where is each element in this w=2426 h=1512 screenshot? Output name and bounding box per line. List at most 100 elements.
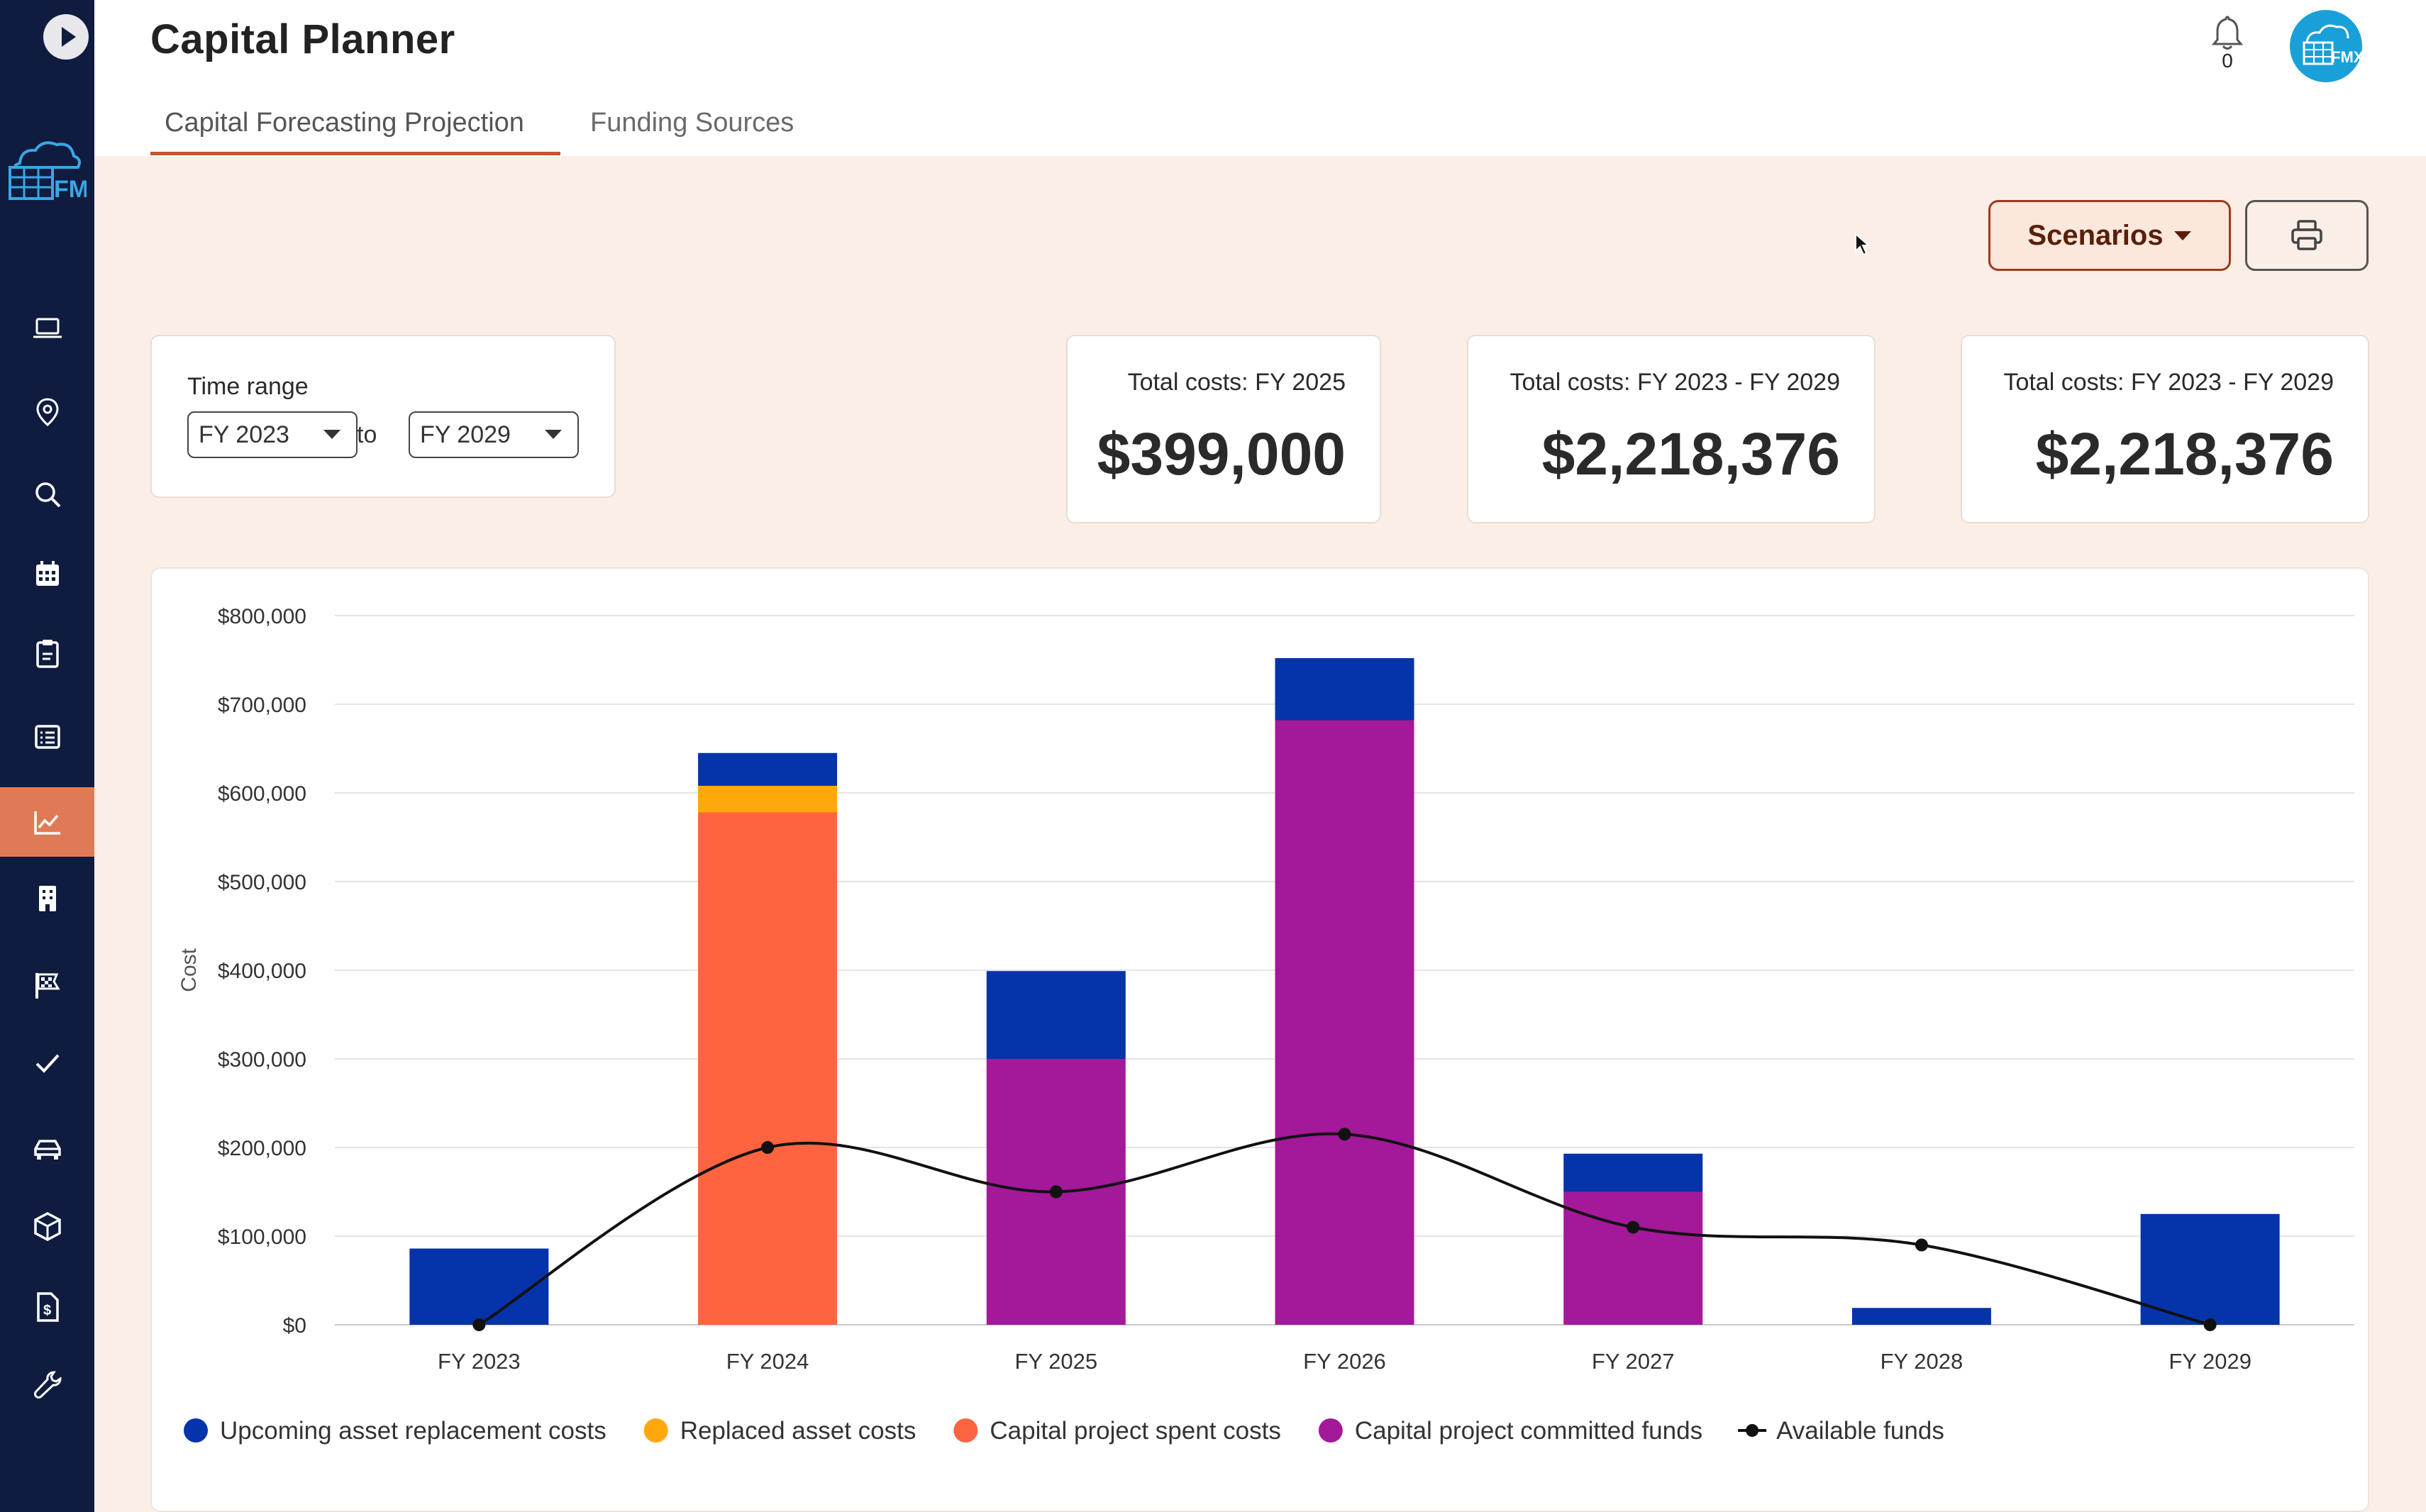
- sidebar-item-laptop[interactable]: [0, 294, 94, 363]
- available-funds-point: [472, 1318, 486, 1331]
- mouse-cursor: [1854, 232, 1871, 257]
- y-tick-label: $0: [283, 1314, 306, 1338]
- time-range-to-word: to: [357, 421, 377, 448]
- y-tick-label: $800,000: [218, 605, 306, 628]
- available-funds-point: [1049, 1185, 1063, 1199]
- x-tick-label: FY 2026: [1303, 1349, 1386, 1374]
- kpi-label: Total costs: FY 2023 - FY 2029: [2003, 369, 2334, 396]
- legend-label: Capital project committed funds: [1355, 1417, 1702, 1445]
- x-tick-label: FY 2029: [2169, 1349, 2251, 1374]
- time-range-label: Time range: [187, 373, 309, 400]
- y-tick-label: $200,000: [218, 1137, 306, 1160]
- caret-down-icon: [2173, 231, 2191, 240]
- sidebar-item-checkered-flag[interactable]: [0, 950, 94, 1020]
- sidebar-item-search[interactable]: [0, 460, 94, 529]
- dollar-document-icon: $: [36, 1292, 59, 1322]
- available-funds-point: [1915, 1238, 1928, 1252]
- y-tick-label: $100,000: [218, 1225, 306, 1249]
- fmx-avatar-icon: FMX: [2303, 24, 2362, 66]
- svg-text:FMX: FMX: [2331, 48, 2362, 66]
- legend-label: Upcoming asset replacement costs: [220, 1417, 606, 1445]
- capital-forecast-chart-card: $0 $100,000 $200,000 $300,000 $400,000 $500,0…: [150, 567, 2369, 1512]
- x-tick-label: FY 2024: [726, 1349, 809, 1374]
- sidebar-item-car[interactable]: [0, 1115, 94, 1184]
- y-tick-label: $700,000: [218, 694, 306, 717]
- box-icon: [33, 1212, 61, 1241]
- laptop-icon: [33, 318, 62, 338]
- bar-segment: [1563, 1191, 1703, 1325]
- sidebar-item-calendar[interactable]: [0, 539, 94, 608]
- calendar-icon: [35, 561, 59, 586]
- x-tick-label: FY 2025: [1014, 1349, 1097, 1374]
- y-tick-label: $300,000: [218, 1048, 306, 1072]
- bell-icon: [2211, 16, 2244, 50]
- tab-funding-sources[interactable]: Funding Sources: [590, 108, 794, 138]
- time-range-card: Time range FY 2023 to FY 2029: [150, 335, 616, 498]
- location-pin-icon: [35, 398, 59, 426]
- clipboard-icon: [35, 640, 59, 668]
- capital-forecast-chart: $0 $100,000 $200,000 $300,000 $400,000 $500,0…: [177, 605, 2354, 1445]
- legend-label: Replaced asset costs: [680, 1417, 916, 1445]
- time-range-to-select[interactable]: FY 2029: [409, 411, 579, 458]
- legend-marker: [643, 1418, 668, 1442]
- active-tab-indicator: [150, 152, 560, 155]
- notifications-button[interactable]: [2208, 14, 2247, 57]
- printer-icon: [2291, 220, 2322, 250]
- sidebar-item-building[interactable]: [0, 864, 94, 933]
- sidebar: FMX $: [0, 0, 105, 1512]
- y-axis-label: Cost: [177, 947, 201, 991]
- avatar[interactable]: FMX: [2290, 10, 2362, 82]
- y-tick-label: $400,000: [218, 960, 306, 983]
- car-icon: [33, 1140, 61, 1160]
- sidebar-item-check[interactable]: [0, 1028, 94, 1098]
- bar-segment: [698, 752, 838, 786]
- legend-marker: [953, 1418, 978, 1442]
- search-icon: [35, 482, 60, 508]
- available-funds-point: [1338, 1128, 1351, 1141]
- bar-segment: [1851, 1308, 1991, 1325]
- sidebar-item-clipboard[interactable]: [0, 618, 94, 688]
- kpi-value: $399,000: [1097, 421, 1346, 487]
- bar-segment: [409, 1248, 549, 1325]
- sidebar-item-dollar-document[interactable]: $: [0, 1272, 94, 1342]
- kpi-card-fy2025: Total costs: FY 2025 $399,000: [1066, 335, 1381, 523]
- time-range-from-value: FY 2023: [199, 421, 289, 448]
- sidebar-item-chart-line[interactable]: [0, 787, 94, 857]
- bar-segment: [698, 812, 838, 1325]
- wrench-icon: [33, 1371, 62, 1399]
- check-icon: [35, 1054, 59, 1073]
- chart-line-icon: [33, 811, 60, 835]
- x-tick-label: FY 2028: [1881, 1349, 1963, 1374]
- time-range-from-select[interactable]: FY 2023: [187, 411, 358, 458]
- svg-text:FMX: FMX: [54, 176, 87, 203]
- tab-capital-forecasting-projection[interactable]: Capital Forecasting Projection: [165, 108, 524, 138]
- kpi-card-range-total-2: Total costs: FY 2023 - FY 2029 $2,218,37…: [1961, 335, 2369, 523]
- kpi-card-range-total: Total costs: FY 2023 - FY 2029 $2,218,37…: [1467, 335, 1876, 523]
- legend-marker: [1746, 1424, 1759, 1437]
- bar-segment: [1563, 1153, 1703, 1192]
- scenarios-label: Scenarios: [2027, 219, 2164, 251]
- bar-segment: [1275, 720, 1414, 1325]
- list-icon: [34, 725, 60, 749]
- play-icon: [62, 27, 76, 47]
- sidebar-item-list[interactable]: [0, 702, 94, 772]
- sidebar-item-wrench[interactable]: [0, 1350, 94, 1420]
- legend-marker: [1318, 1418, 1343, 1442]
- chevron-down-icon: [545, 430, 562, 439]
- kpi-label: Total costs: FY 2023 - FY 2029: [1510, 369, 1840, 396]
- kpi-value: $2,218,376: [2035, 421, 2334, 487]
- kpi-value: $2,218,376: [1541, 421, 1840, 487]
- y-tick-label: $500,000: [218, 871, 306, 894]
- scenarios-button[interactable]: Scenarios: [1988, 200, 2231, 271]
- checkered-flag-icon: [35, 973, 60, 999]
- sidebar-item-location-pin[interactable]: [0, 377, 94, 447]
- bar-segment: [986, 971, 1126, 1059]
- page-title: Capital Planner: [150, 16, 455, 62]
- y-tick-label: $600,000: [218, 782, 306, 806]
- available-funds-point: [2203, 1318, 2217, 1331]
- sidebar-item-box[interactable]: [0, 1191, 94, 1261]
- print-button[interactable]: [2245, 200, 2369, 271]
- x-tick-label: FY 2027: [1592, 1349, 1675, 1374]
- collapse-sidebar-button[interactable]: [43, 14, 89, 60]
- available-funds-point: [761, 1141, 775, 1154]
